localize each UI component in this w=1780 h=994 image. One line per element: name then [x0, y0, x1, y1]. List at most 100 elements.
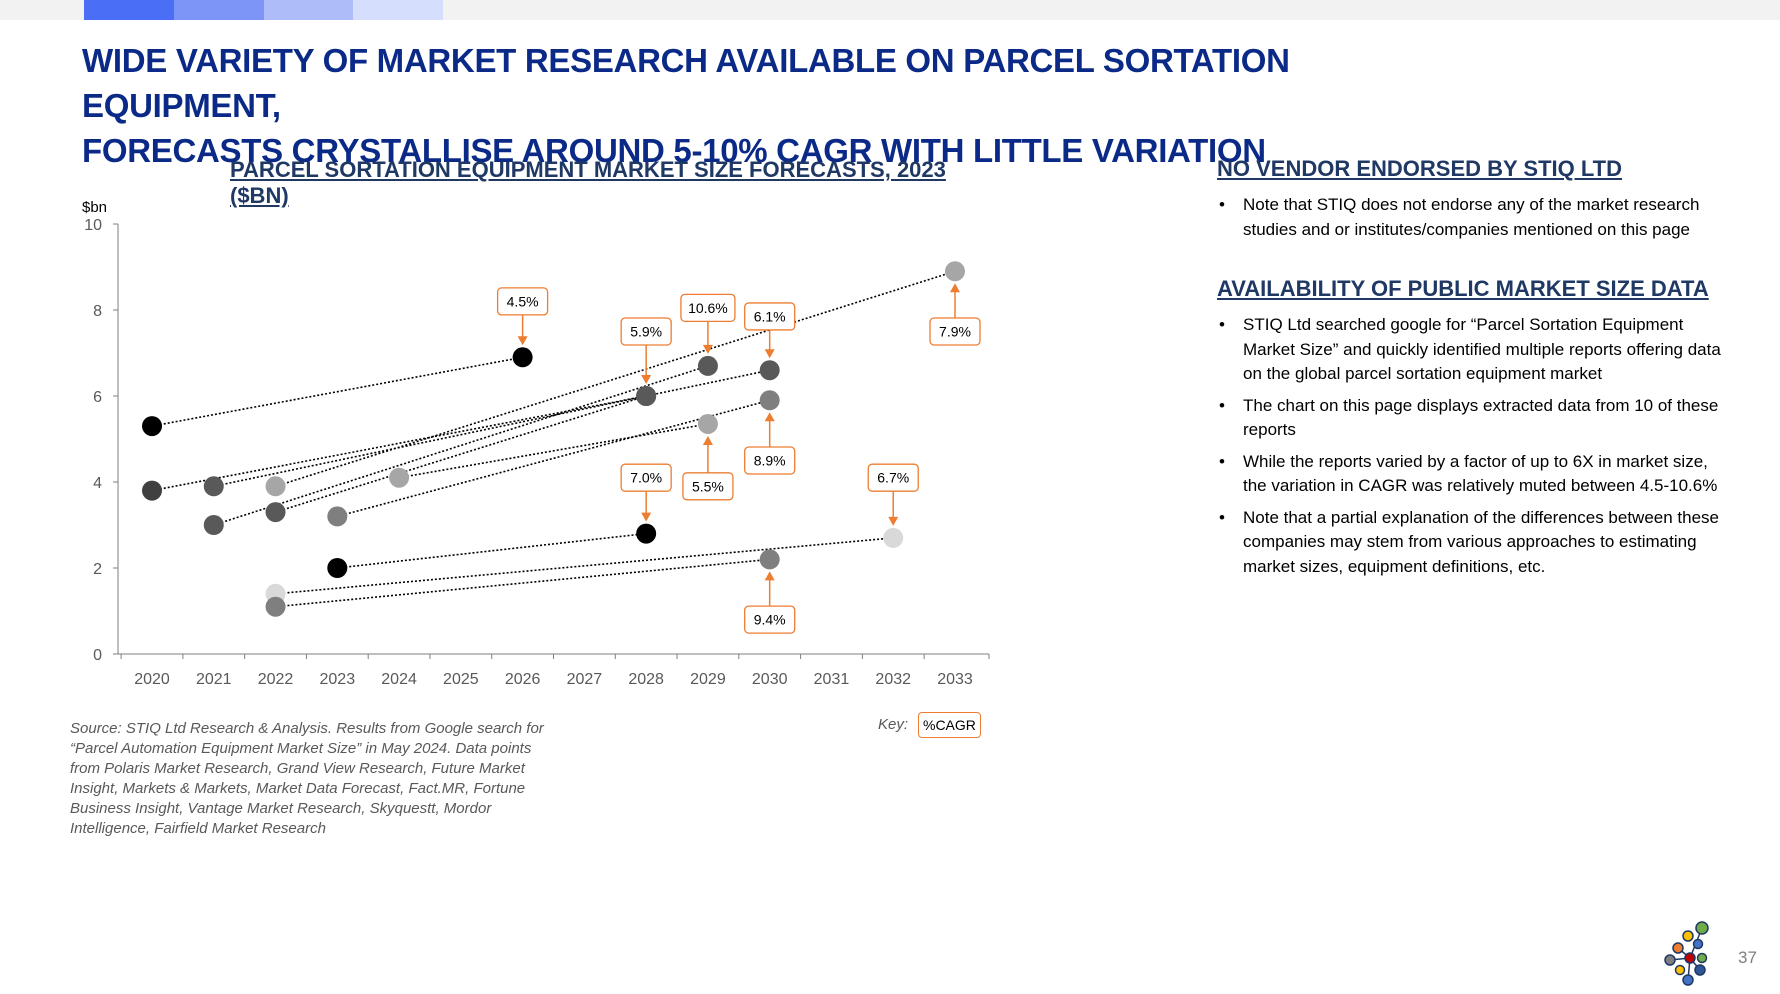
cagr-label-box — [744, 446, 796, 475]
x-tick-label: 2027 — [567, 671, 603, 688]
cagr-label: 10.6% — [688, 300, 728, 316]
series-trend-line — [151, 356, 523, 427]
data-point — [636, 523, 657, 544]
series-trend-line — [275, 537, 894, 595]
accent-segment-3 — [264, 0, 353, 20]
cagr-label: 5.5% — [692, 478, 724, 494]
public-data-list: STIQ Ltd searched google for “Parcel Sor… — [1217, 313, 1727, 586]
annotation-arrowhead — [764, 412, 775, 422]
cagr-label-box — [620, 317, 672, 346]
x-tick-label: 2033 — [937, 671, 973, 688]
data-point — [697, 355, 718, 376]
x-tick-label: 2030 — [752, 671, 788, 688]
x-tick-label: 2025 — [443, 671, 479, 688]
data-point — [265, 476, 286, 497]
cagr-label-box — [620, 463, 672, 492]
data-point — [945, 261, 965, 282]
cagr-label: 8.9% — [754, 453, 786, 469]
annotation-arrowhead — [888, 516, 899, 526]
cagr-label: 7.0% — [630, 470, 662, 486]
x-tick-label: 2024 — [381, 671, 417, 688]
source-note: Source: STIQ Ltd Research & Analysis. Re… — [70, 720, 544, 837]
y-tick-label: 2 — [93, 561, 102, 578]
data-point — [759, 390, 780, 411]
annotation-arrowhead — [641, 375, 652, 384]
cagr-label-box — [682, 472, 734, 501]
x-tick-label: 2022 — [258, 671, 294, 688]
data-point — [203, 476, 224, 497]
data-point — [759, 360, 780, 381]
annotation-arrowhead — [641, 512, 652, 522]
cagr-label: 6.1% — [754, 308, 786, 324]
annotation-arrowhead — [702, 435, 713, 445]
public-data-heading: AVAILABILITY OF PUBLIC MARKET SIZE DATA — [1217, 276, 1709, 301]
series-trend-line — [398, 423, 709, 479]
list-item: STIQ Ltd searched google for “Parcel Sor… — [1217, 313, 1727, 387]
cagr-label-box — [680, 293, 736, 323]
data-point — [327, 506, 348, 527]
data-point — [142, 416, 162, 437]
series-trend-line — [337, 399, 770, 518]
list-item: While the reports varied by a factor of … — [1217, 450, 1727, 499]
vendor-endorsement-list: Note that STIQ does not endorse any of t… — [1217, 193, 1727, 249]
x-tick-label: 2023 — [320, 671, 356, 688]
accent-segment-4 — [353, 0, 443, 20]
x-tick-label: 2028 — [628, 671, 664, 688]
cagr-label-box — [744, 302, 796, 331]
page-title-line-1: WIDE VARIETY OF MARKET RESEARCH AVAILABL… — [82, 42, 1290, 124]
data-point — [759, 549, 780, 570]
data-point — [512, 347, 533, 368]
annotation-arrowhead — [764, 571, 775, 581]
list-item: Note that a partial explanation of the d… — [1217, 506, 1727, 580]
x-tick-label: 2020 — [134, 671, 170, 688]
data-point — [636, 386, 657, 406]
x-tick-label: 2021 — [196, 671, 232, 688]
annotation-arrowhead — [702, 344, 713, 354]
annotation-arrowhead — [517, 336, 528, 346]
y-tick-label: 8 — [93, 303, 102, 320]
page-title: WIDE VARIETY OF MARKET RESEARCH AVAILABL… — [82, 38, 1482, 173]
data-point — [697, 413, 718, 434]
data-point — [142, 480, 162, 501]
series-trend-line — [275, 395, 647, 513]
y-tick-label: 10 — [84, 217, 102, 234]
x-tick-label: 2031 — [814, 671, 850, 688]
cagr-label-box — [496, 287, 549, 316]
company-logo — [1664, 921, 1709, 986]
series-trend-line — [337, 532, 647, 569]
series-trend-line — [275, 270, 956, 488]
cagr-label-box — [867, 463, 919, 492]
vendor-endorsement-heading: NO VENDOR ENDORSED BY STIQ LTD — [1217, 156, 1623, 181]
data-point — [327, 558, 348, 578]
series-trend-line — [213, 365, 709, 526]
page-title-line-2: FORECASTS CRYSTALLISE AROUND 5-10% CAGR … — [82, 132, 1266, 169]
data-point — [265, 502, 286, 523]
chart-title: PARCEL SORTATION EQUIPMENT MARKET SIZE F… — [230, 157, 946, 208]
x-tick-label: 2029 — [690, 671, 726, 688]
accent-segment-2 — [174, 0, 264, 20]
cagr-label: 5.9% — [630, 324, 662, 340]
y-tick-label: 0 — [93, 647, 102, 664]
cagr-label: 4.5% — [507, 293, 539, 309]
y-tick-label: 6 — [93, 389, 102, 406]
annotation-arrowhead — [764, 349, 775, 359]
x-tick-label: 2032 — [875, 671, 911, 688]
list-item: Note that STIQ does not endorse any of t… — [1217, 193, 1727, 242]
cagr-label: 7.9% — [939, 324, 971, 340]
top-accent-bar — [0, 0, 1780, 20]
data-point — [389, 467, 410, 488]
key-cagr-box: %CAGR — [918, 712, 981, 738]
accent-segment-1 — [84, 0, 174, 20]
cagr-label: 9.4% — [754, 612, 786, 628]
data-point — [883, 527, 904, 548]
series-trend-line — [213, 369, 770, 488]
cagr-label-box — [744, 605, 796, 634]
x-tick-label: 2026 — [505, 671, 541, 688]
series-trend-line — [275, 558, 770, 608]
y-axis-label: $bn — [82, 199, 107, 216]
list-item: The chart on this page displays extracte… — [1217, 394, 1727, 443]
forecast-chart: $bn 0 2 4 6 8 10 2020 2021 2022 2023 2024 2025 2026 20… — [82, 199, 990, 688]
key-label: Key: — [878, 716, 909, 733]
data-point — [203, 515, 224, 535]
annotation-arrowhead — [950, 283, 960, 293]
